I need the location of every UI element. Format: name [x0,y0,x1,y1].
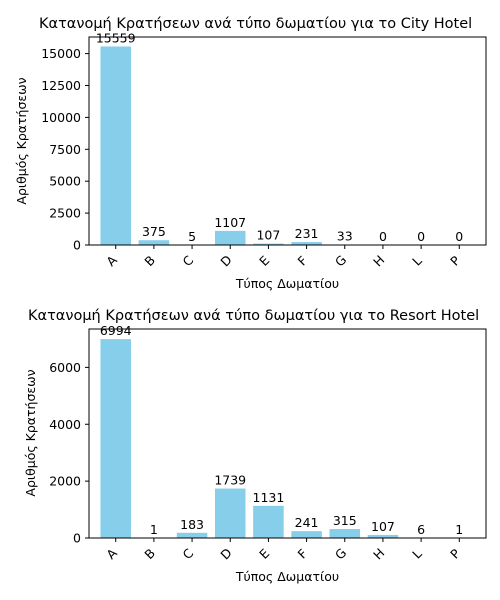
plot-area [88,328,487,539]
bar-value-label: 15559 [96,30,136,45]
bar-value-label: 33 [337,229,353,244]
bar-value-label: 107 [256,228,280,243]
bar-value-label: 1 [150,522,158,537]
x-tick-label: B [141,252,158,269]
bar-value-label: 315 [333,513,357,528]
x-tick-label: P [447,546,463,562]
bar-C [176,532,208,538]
x-tick-label: A [103,545,120,562]
y-tick-label: 10000 [41,110,81,125]
chart-title: Κατανομή Κρατήσεων ανά τύπο δωματίου για… [28,308,479,324]
y-tick-label: 0 [73,238,81,253]
x-tick-label: E [256,546,272,562]
y-axis-label: Αριθμός Κρατήσεων [14,77,29,204]
bar-F [291,531,322,538]
x-tick-label: E [256,253,272,269]
x-tick-label: D [217,545,234,562]
x-axis-label: Τύπος Δωματίου [235,276,339,291]
bar-value-label: 241 [295,515,319,530]
x-tick-label: H [370,545,387,562]
resort-hotel-chart: Κατανομή Κρατήσεων ανά τύπο δωματίου για… [23,308,487,584]
y-tick-label: 2500 [49,206,81,221]
x-tick-label: P [447,253,463,269]
bar-value-label: 375 [142,224,166,239]
bar-F [291,242,322,245]
plot-area [88,36,487,246]
x-tick-label: F [295,253,311,269]
y-tick-label: 0 [73,531,81,546]
bar-value-label: 231 [295,226,319,241]
bar-value-label: 6994 [100,323,132,338]
x-tick-label: L [409,253,425,269]
y-tick-label: 5000 [49,174,81,189]
bar-value-label: 183 [180,517,204,532]
x-tick-label: C [179,252,196,269]
bar-G [329,529,361,538]
x-tick-label: G [332,252,349,269]
x-tick-label: H [370,252,387,269]
x-tick-label: G [332,545,349,562]
bar-value-label: 1107 [214,215,246,230]
x-tick-label: L [409,546,425,562]
bar-value-label: 0 [417,229,425,244]
bar-value-label: 0 [379,229,387,244]
bar-value-label: 1739 [214,473,246,488]
bar-value-label: 0 [455,229,463,244]
bar-value-label: 5 [188,229,196,244]
bar-H [367,534,399,538]
bar-E [253,243,284,245]
bar-A [100,46,131,246]
chart-title: Κατανομή Κρατήσεων ανά τύπο δωματίου για… [39,16,472,32]
y-tick-label: 7500 [49,142,81,157]
x-tick-label: C [179,545,196,562]
x-tick-label: B [141,545,158,562]
bar-value-label: 6 [417,522,425,537]
x-tick-label: D [217,252,234,269]
city-hotel-chart: Κατανομή Κρατήσεων ανά τύπο δωματίου για… [14,16,487,291]
bar-value-label: 107 [371,519,395,534]
bar-B [138,240,170,245]
x-axis-label: Τύπος Δωματίου [235,569,339,584]
y-tick-label: 4000 [49,417,81,432]
y-tick-label: 2000 [49,474,81,489]
bar-A [100,339,131,538]
y-tick-label: 12500 [41,78,81,93]
y-axis-label: Αριθμός Κρατήσεων [23,369,38,496]
bar-D [214,488,246,538]
y-tick-label: 6000 [49,360,81,375]
x-tick-label: A [103,252,120,269]
bar-value-label: 1131 [253,490,285,505]
bar-D [214,230,246,245]
bar-E [253,505,284,538]
x-tick-label: F [295,546,311,562]
bar-value-label: 1 [455,522,463,537]
y-tick-label: 15000 [41,46,81,61]
